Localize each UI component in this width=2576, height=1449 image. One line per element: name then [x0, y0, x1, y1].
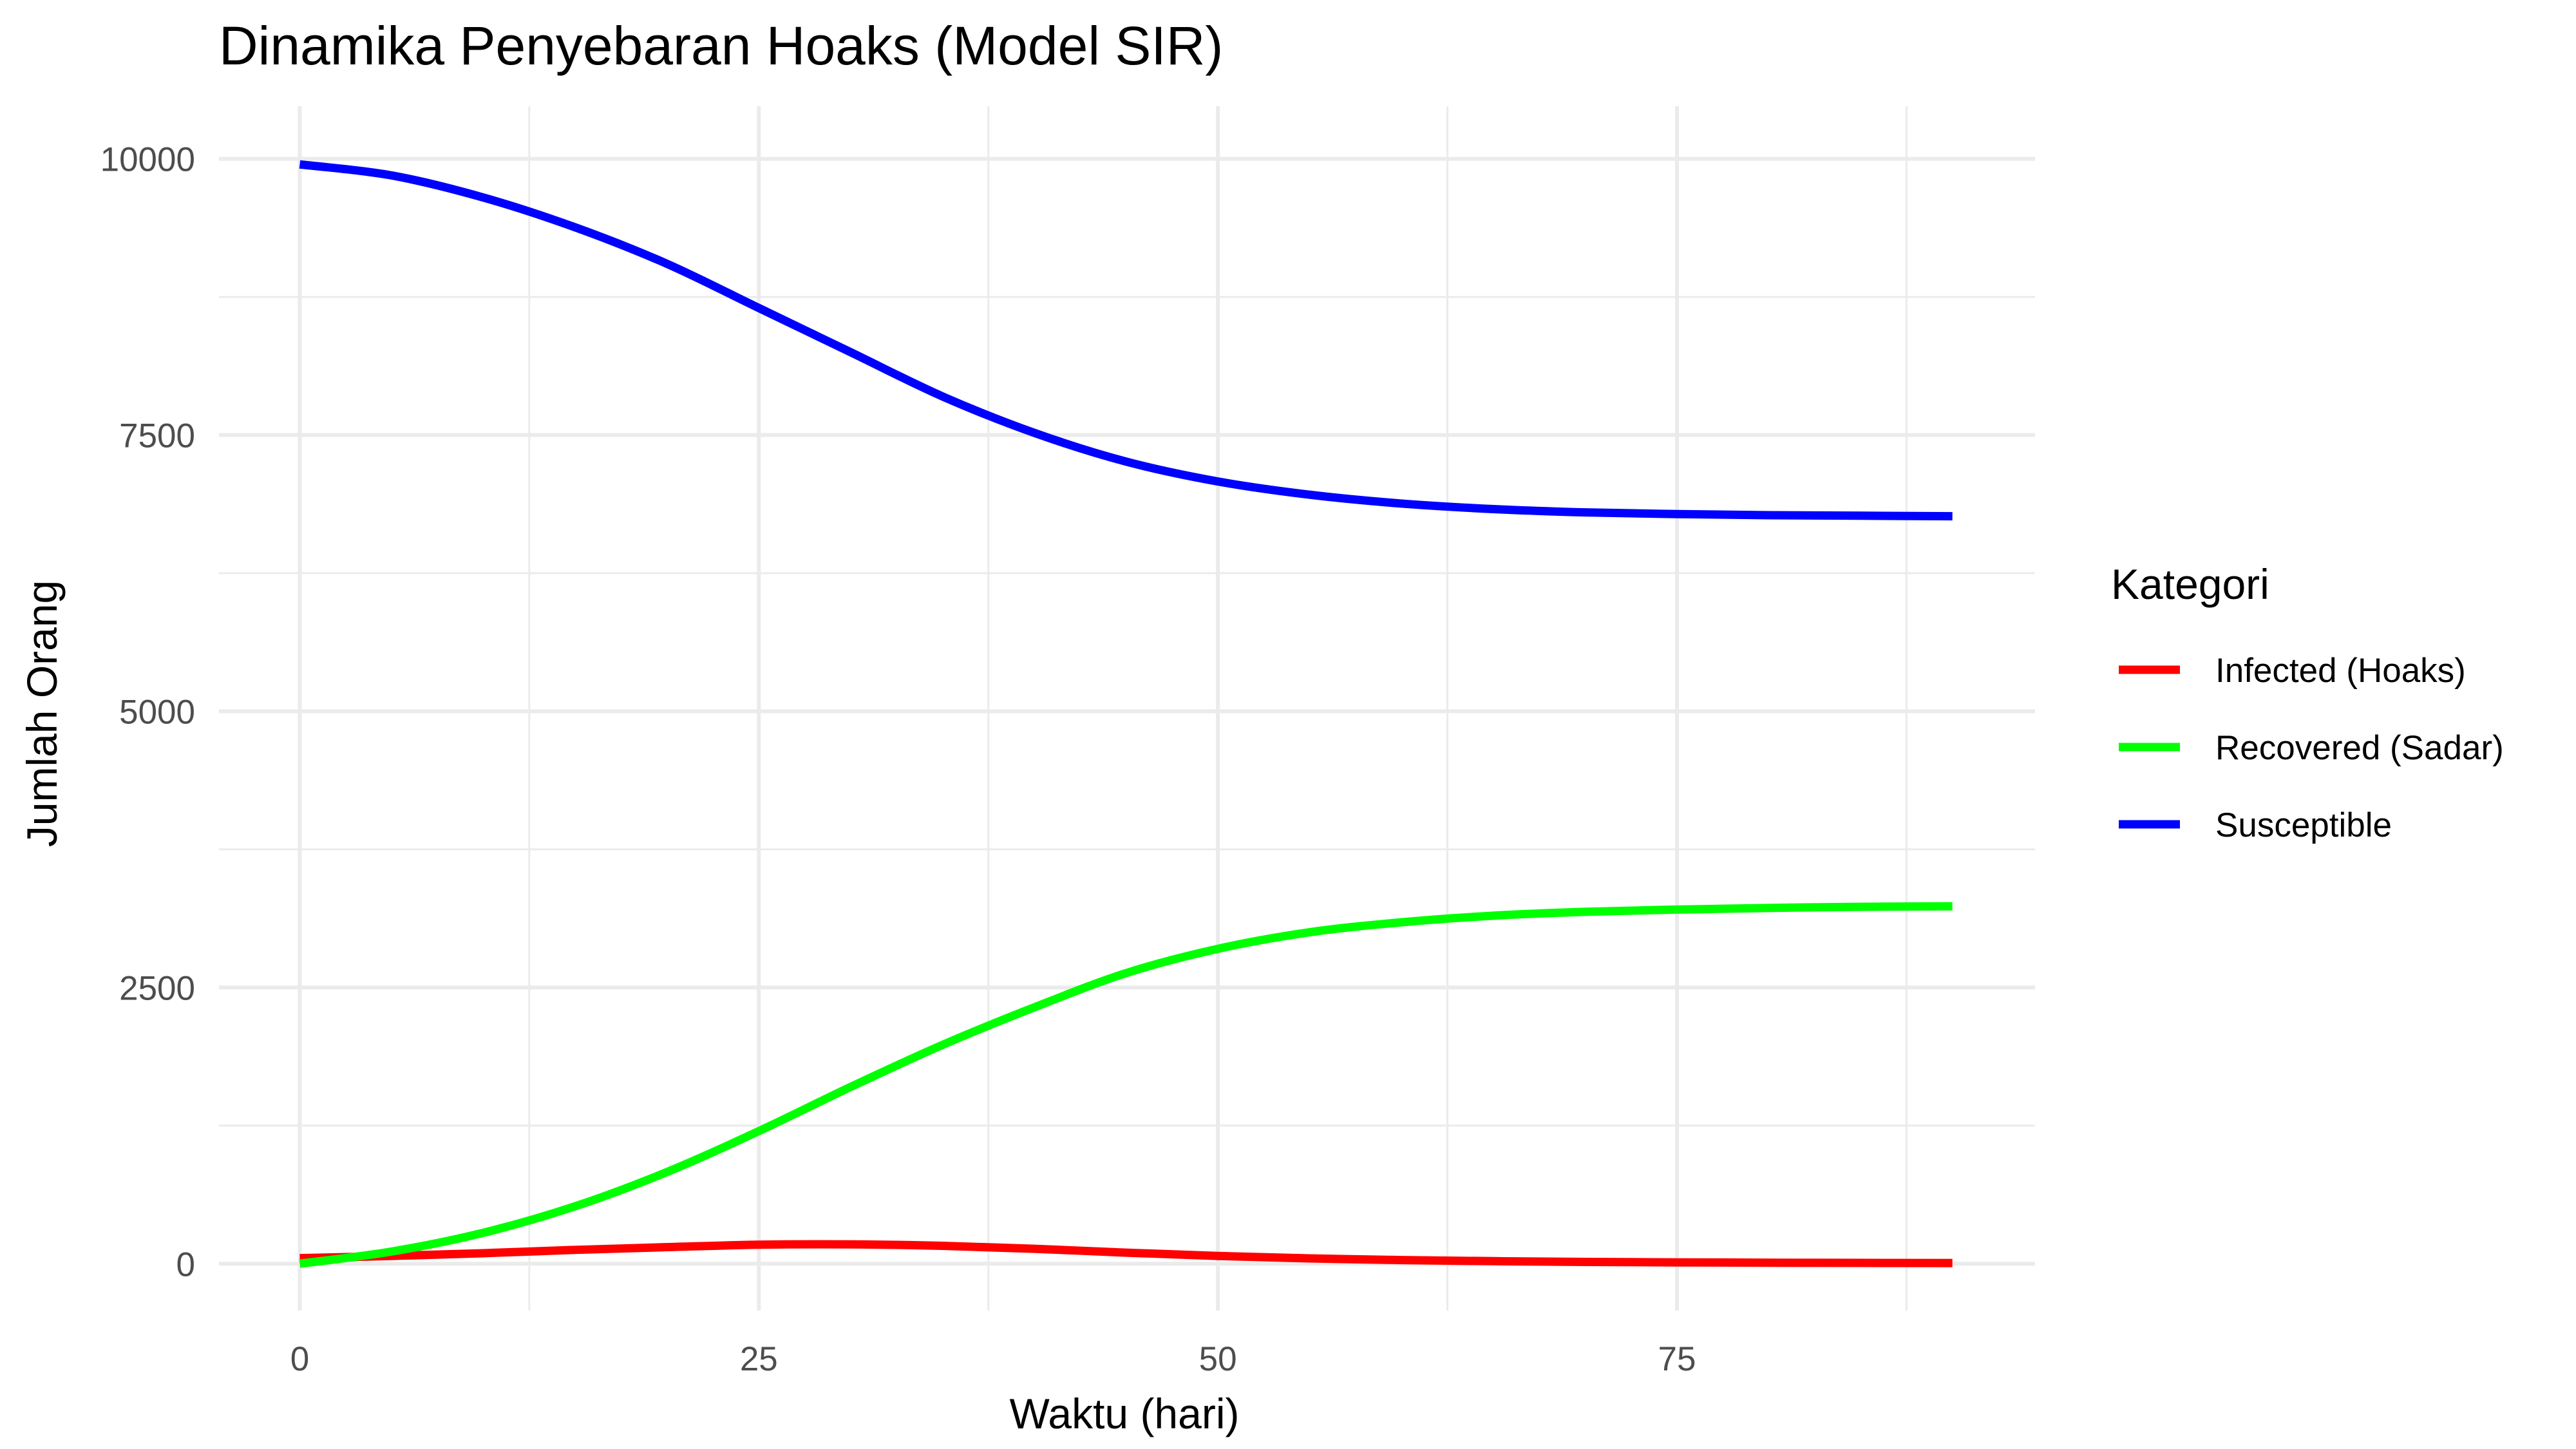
x-tick-label: 75	[1658, 1340, 1696, 1378]
chart-title: Dinamika Penyebaran Hoaks (Model SIR)	[219, 15, 1223, 76]
y-axis-tick-labels: 0 2500 5000 7500 10000	[100, 141, 195, 1284]
series-line-recovered-sadar	[299, 902, 1953, 1268]
y-tick-label: 10000	[100, 141, 195, 179]
minor-gridlines	[219, 106, 2035, 1311]
y-tick-label: 0	[176, 1245, 195, 1283]
x-axis-label: Waktu (hari)	[1010, 1390, 1240, 1437]
x-tick-label: 50	[1199, 1340, 1237, 1378]
series-lines	[299, 160, 1953, 1268]
x-axis-tick-labels: 0 25 50 75	[290, 1340, 1696, 1378]
x-tick-label: 25	[740, 1340, 778, 1378]
legend: Kategori Infected (Hoaks) Recovered (Sada…	[2111, 560, 2504, 844]
legend-label-recovered-sadar: Recovered (Sadar)	[2215, 729, 2504, 767]
legend-items: Infected (Hoaks) Recovered (Sadar) Suscept…	[2119, 652, 2504, 844]
series-line-infected-hoaks	[299, 1240, 1953, 1267]
legend-label-infected-hoaks: Infected (Hoaks)	[2215, 652, 2466, 690]
legend-title: Kategori	[2111, 560, 2269, 608]
y-tick-label: 5000	[119, 693, 195, 731]
legend-label-susceptible: Susceptible	[2215, 806, 2392, 844]
y-axis-label: Jumlah Orang	[18, 580, 66, 848]
series-line-susceptible	[299, 160, 1953, 521]
x-tick-label: 0	[290, 1340, 309, 1378]
y-tick-label: 2500	[119, 969, 195, 1007]
y-tick-label: 7500	[119, 417, 195, 455]
